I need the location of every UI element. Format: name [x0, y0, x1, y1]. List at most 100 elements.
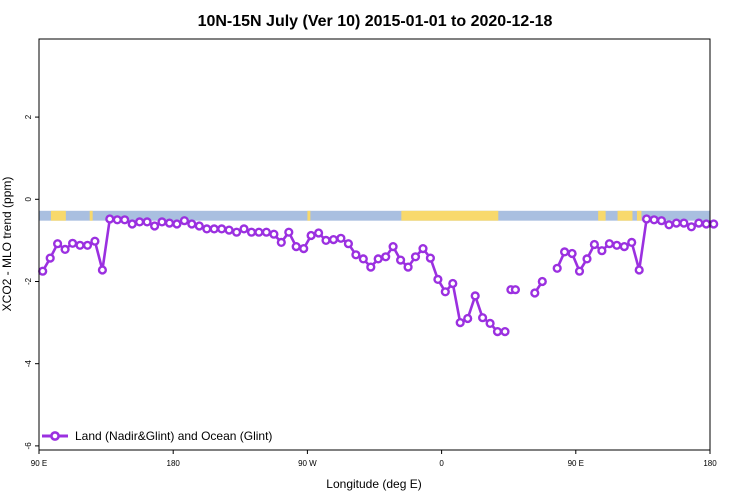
- data-point: [589, 239, 600, 250]
- land-segment: [307, 210, 311, 221]
- data-point: [291, 242, 301, 252]
- data-point: [381, 252, 391, 262]
- chart-title: 10N-15N July (Ver 10) 2015-01-01 to 2020…: [198, 13, 553, 30]
- legend: Land (Nadir&Glint) and Ocean (Glint): [42, 429, 272, 443]
- legend-label: Land (Nadir&Glint) and Ocean (Glint): [75, 429, 272, 443]
- data-point: [261, 227, 272, 237]
- data-point: [709, 219, 719, 229]
- data-point: [485, 318, 495, 329]
- data-point: [686, 222, 697, 232]
- data-point: [358, 254, 368, 264]
- series-layer: [38, 214, 719, 337]
- data-point: [299, 244, 309, 254]
- data-point: [67, 238, 78, 248]
- data-point: [276, 237, 286, 248]
- data-point: [187, 219, 197, 229]
- data-point: [552, 263, 562, 273]
- data-point: [425, 253, 436, 263]
- data-point: [217, 224, 227, 234]
- data-point: [269, 229, 279, 239]
- data-point: [142, 217, 152, 227]
- land-segment: [89, 210, 93, 221]
- data-point: [164, 218, 175, 228]
- data-point: [90, 236, 100, 246]
- x-tick-label: 90 E: [568, 459, 584, 468]
- land-segment: [636, 210, 642, 221]
- data-point: [656, 216, 667, 226]
- data-point: [366, 262, 376, 272]
- x-tick-label: 0: [439, 459, 444, 468]
- data-point: [373, 254, 383, 264]
- y-tick-label: -4: [24, 360, 33, 368]
- y-axis-ticks: 2 0 -2 -4 -6: [24, 114, 39, 449]
- data-point: [38, 266, 48, 276]
- data-point: [105, 214, 115, 224]
- data-point: [209, 224, 219, 234]
- x-axis-ticks: 90 E 180 90 W 0 90 E 180: [31, 450, 717, 468]
- y-tick-label: 2: [24, 114, 33, 119]
- data-point: [701, 219, 711, 229]
- data-point: [634, 265, 644, 275]
- data-point: [388, 242, 398, 252]
- data-point: [75, 240, 85, 250]
- data-point: [97, 265, 108, 275]
- data-point: [463, 313, 473, 324]
- data-point: [440, 287, 450, 297]
- data-point: [396, 255, 406, 265]
- data-point: [120, 215, 130, 225]
- data-point: [351, 250, 361, 260]
- x-axis-label: Longitude (deg E): [326, 477, 421, 491]
- data-point: [343, 239, 354, 249]
- data-point: [45, 253, 55, 263]
- data-point: [530, 288, 540, 298]
- data-point: [254, 227, 264, 237]
- data-point: [52, 239, 63, 249]
- data-point: [202, 224, 212, 234]
- land-segment: [401, 210, 499, 221]
- data-point: [664, 220, 674, 230]
- data-point: [328, 235, 339, 245]
- data-point: [336, 233, 346, 243]
- data-point: [559, 247, 570, 257]
- data-point: [314, 228, 324, 238]
- x-tick-label: 90 E: [31, 459, 47, 468]
- data-point: [239, 224, 249, 234]
- data-point: [455, 318, 465, 328]
- data-point: [246, 227, 257, 237]
- data-point: [179, 216, 190, 226]
- data-point: [410, 252, 421, 262]
- x-tick-label: 180: [167, 459, 181, 468]
- ocean-band: [39, 210, 710, 221]
- data-point: [627, 237, 637, 248]
- data-point: [418, 244, 428, 254]
- data-point: [224, 225, 234, 235]
- data-point: [582, 254, 592, 264]
- data-point: [510, 285, 521, 295]
- data-point: [567, 248, 577, 259]
- data-point: [641, 214, 652, 224]
- data-point: [112, 215, 122, 225]
- y-tick-label: 0: [24, 197, 33, 202]
- x-tick-label: 90 W: [298, 459, 317, 468]
- data-point: [194, 221, 204, 231]
- data-point: [478, 313, 488, 323]
- data-point: [649, 215, 659, 225]
- data-point: [157, 217, 167, 227]
- data-point: [679, 218, 689, 228]
- data-point: [150, 221, 160, 231]
- data-point: [612, 240, 622, 250]
- data-point: [135, 217, 145, 227]
- land-segment: [617, 210, 633, 221]
- land-segment: [50, 210, 66, 221]
- y-tick-label: -2: [24, 277, 33, 285]
- data-point: [574, 266, 585, 276]
- data-point: [470, 291, 480, 301]
- data-point: [284, 227, 294, 237]
- data-point: [500, 327, 510, 337]
- legend-marker: [50, 431, 60, 441]
- y-tick-label: -6: [24, 442, 33, 450]
- data-point: [321, 235, 331, 246]
- data-point: [619, 242, 629, 252]
- data-point: [172, 219, 182, 229]
